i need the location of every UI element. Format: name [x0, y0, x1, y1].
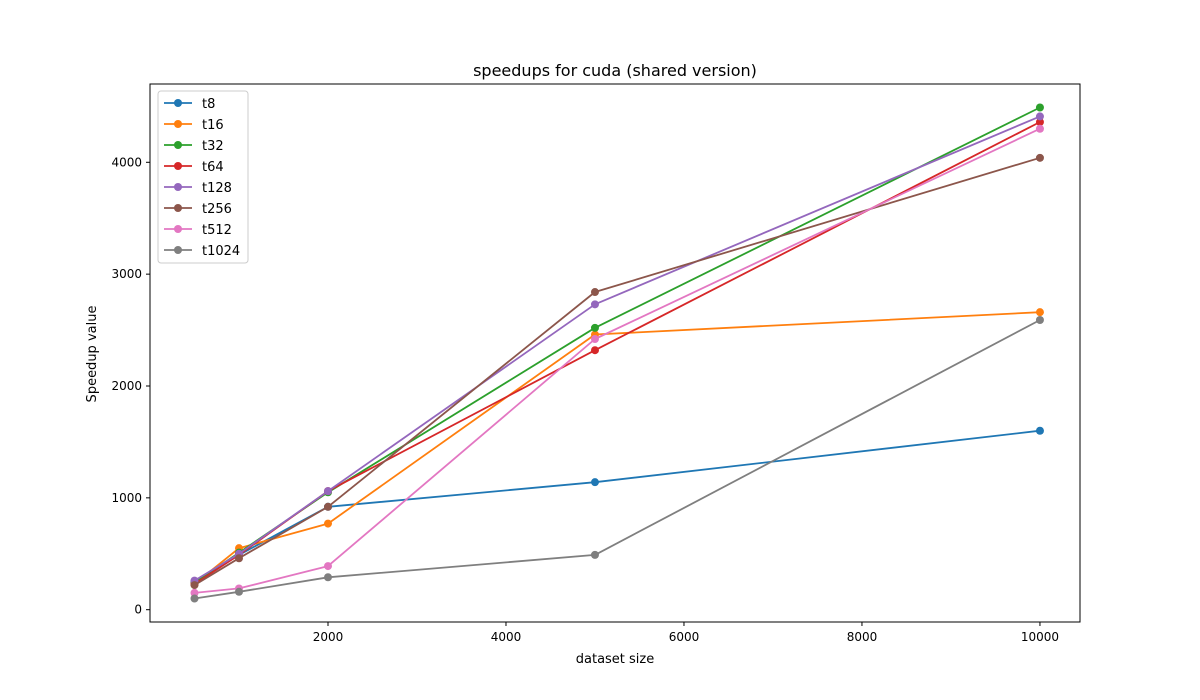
legend-marker-t1024 [174, 246, 182, 254]
legend-entry-t128: t128 [164, 181, 232, 196]
data-point-t512 [590, 335, 599, 344]
data-point-t256 [234, 554, 243, 563]
data-point-t512 [1035, 124, 1044, 133]
x-tick-label: 4000 [491, 630, 522, 644]
legend-entry-t512: t512 [164, 223, 232, 238]
data-point-t32 [590, 323, 599, 332]
data-point-t16 [1035, 308, 1044, 317]
legend-entry-t256: t256 [164, 202, 232, 217]
axis-ticks: 2000 4000 6000 8000 10000 0 1000 2000 3000 4000 [111, 155, 1059, 644]
legend-marker-t8 [174, 99, 182, 107]
legend-box [157, 90, 249, 264]
legend-marker-t64 [174, 162, 182, 170]
data-point-t1024 [1035, 316, 1044, 325]
legend-entry-t1024: t1024 [164, 244, 240, 259]
data-point-t512 [190, 588, 199, 597]
legend-entry-t64: t64 [164, 160, 224, 175]
legend-entry-t8: t8 [164, 97, 215, 112]
legend: t8 t16 t32 t64 t128 t256 t512 t1024 [157, 90, 249, 264]
data-point-t256 [1035, 153, 1044, 162]
data-point-t128 [323, 487, 332, 496]
series-lines [190, 103, 1044, 603]
legend-label-t32: t32 [202, 139, 224, 154]
legend-label-t256: t256 [202, 202, 232, 217]
data-point-t1024 [190, 594, 199, 603]
y-tick-label: 4000 [111, 155, 142, 169]
data-point-t8 [590, 478, 599, 487]
data-point-t16 [323, 519, 332, 528]
legend-label-t512: t512 [202, 223, 232, 238]
legend-label-t64: t64 [202, 160, 224, 175]
data-point-t64 [590, 346, 599, 355]
data-point-t64 [1035, 118, 1044, 127]
y-axis-label: Speedup value [85, 306, 100, 403]
data-point-t1024 [234, 587, 243, 596]
chart-title: speedups for cuda (shared version) [473, 61, 757, 80]
plot-frame [149, 83, 1081, 623]
legend-entry-t32: t32 [164, 139, 224, 154]
legend-label-t16: t16 [202, 118, 224, 133]
data-point-t128 [590, 300, 599, 309]
plot-border [149, 83, 1081, 623]
data-point-t128 [1035, 112, 1044, 121]
legend-entry-t16: t16 [164, 118, 224, 133]
legend-marker-t256 [174, 204, 182, 212]
x-tick-label: 6000 [669, 630, 700, 644]
x-tick-label: 10000 [1021, 630, 1059, 644]
legend-marker-t16 [174, 120, 182, 128]
legend-marker-t512 [174, 225, 182, 233]
data-point-t256 [190, 581, 199, 590]
data-point-t256 [323, 502, 332, 511]
data-point-t8 [1035, 426, 1044, 435]
data-point-t1024 [323, 573, 332, 582]
legend-label-t8: t8 [202, 97, 215, 112]
x-axis-label: dataset size [576, 652, 655, 667]
x-tick-label: 2000 [313, 630, 344, 644]
y-tick-label: 2000 [111, 379, 142, 393]
y-tick-label: 0 [134, 603, 142, 617]
data-point-t32 [1035, 103, 1044, 112]
y-tick-label: 1000 [111, 491, 142, 505]
legend-label-t1024: t1024 [202, 244, 240, 259]
data-point-t512 [323, 562, 332, 571]
y-tick-label: 3000 [111, 267, 142, 281]
legend-label-t128: t128 [202, 181, 232, 196]
legend-marker-t128 [174, 183, 182, 191]
data-point-t256 [590, 288, 599, 297]
x-tick-label: 8000 [847, 630, 878, 644]
series-t1024 [190, 316, 1044, 603]
data-point-t1024 [590, 550, 599, 559]
series-t256 [190, 153, 1044, 590]
legend-marker-t32 [174, 141, 182, 149]
